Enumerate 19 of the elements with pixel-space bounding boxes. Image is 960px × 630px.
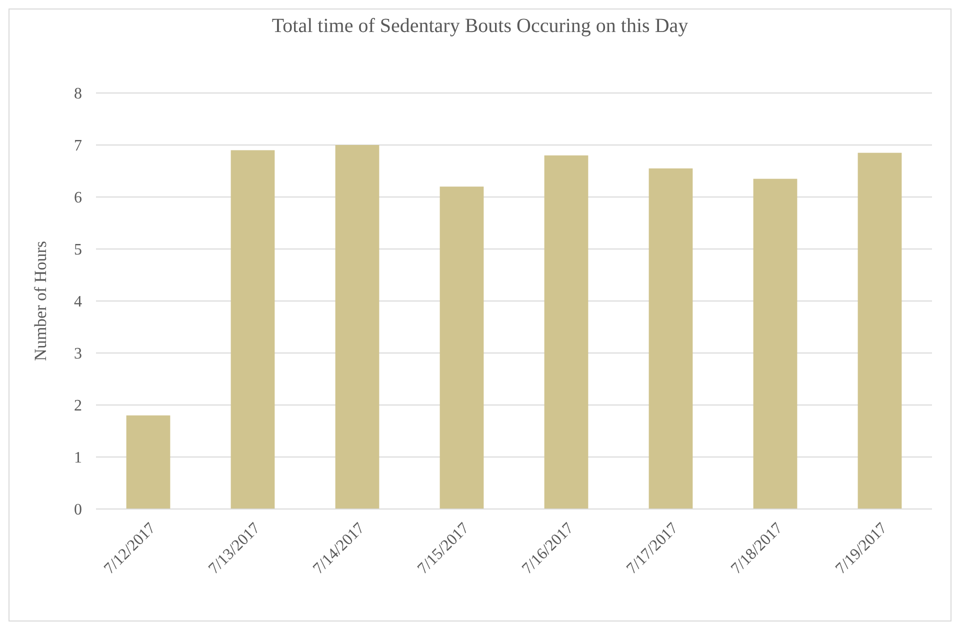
bar: [335, 145, 380, 509]
y-tick-label: 7: [74, 138, 82, 155]
y-tick-label: 6: [74, 190, 82, 207]
y-axis-title: Number of Hours: [31, 241, 50, 361]
bar: [126, 415, 170, 509]
y-tick-label: 8: [74, 86, 82, 103]
y-tick-label: 1: [74, 450, 82, 467]
y-tick-label: 5: [74, 242, 82, 259]
bar: [858, 152, 902, 509]
bar: [544, 155, 588, 509]
bar: [230, 150, 275, 509]
y-tick-label: 0: [74, 502, 82, 519]
bar: [753, 178, 798, 509]
y-tick-label: 2: [74, 398, 82, 415]
bar: [440, 186, 484, 509]
y-tick-label: 3: [74, 346, 82, 363]
chart-title: Total time of Sedentary Bouts Occuring on this Day: [272, 15, 688, 37]
bar: [648, 168, 693, 509]
y-tick-label: 4: [74, 294, 82, 311]
